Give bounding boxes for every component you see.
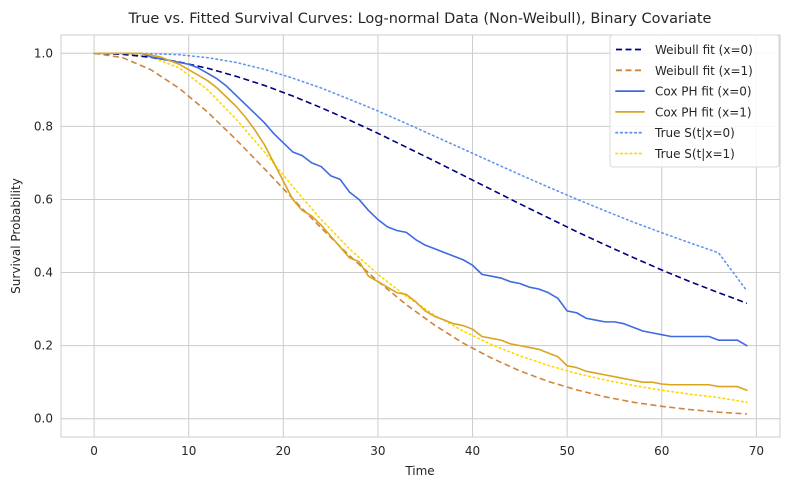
legend-label: True S(t|x=0) — [654, 126, 735, 140]
series-line-cox-ph-fit-x-0 — [93, 52, 748, 347]
x-tick-labels: 0 10 20 30 40 50 60 70 — [90, 444, 764, 458]
series-line-weibull-fit-x-0 — [94, 52, 748, 304]
legend-box — [609, 34, 780, 168]
x-tick-label: 40 — [465, 444, 480, 458]
series-layer — [93, 52, 748, 415]
y-axis-label: Survival Probability — [9, 178, 23, 294]
y-tick-label: 1.0 — [34, 46, 53, 60]
x-axis-label: Time — [404, 464, 434, 478]
y-tick-label: 0.0 — [34, 412, 53, 426]
x-tick-label: 0 — [90, 444, 98, 458]
y-tick-labels: 0.0 0.2 0.4 0.6 0.8 1.0 — [34, 46, 53, 425]
legend: Weibull fit (x=0) Weibull fit (x=1) Cox PH… — [609, 34, 780, 168]
x-tick-label: 60 — [654, 444, 669, 458]
legend-label: Weibull fit (x=1) — [655, 64, 753, 78]
x-tick-label: 70 — [749, 444, 764, 458]
y-tick-label: 0.2 — [34, 339, 53, 353]
legend-label: True S(t|x=1) — [654, 147, 735, 161]
series-line-true-s-t-x-0 — [93, 52, 748, 292]
x-tick-label: 50 — [559, 444, 574, 458]
legend-label: Cox PH fit (x=0) — [655, 85, 752, 99]
x-tick-label: 30 — [370, 444, 385, 458]
series-line-cox-ph-fit-x-1 — [93, 52, 748, 392]
x-tick-label: 20 — [276, 444, 291, 458]
plot-frame — [60, 34, 781, 438]
legend-label: Weibull fit (x=0) — [655, 43, 753, 57]
y-tick-label: 0.4 — [34, 266, 53, 280]
y-tick-label: 0.8 — [34, 119, 53, 133]
chart-title: True vs. Fitted Survival Curves: Log-nor… — [128, 11, 712, 27]
x-tick-label: 10 — [181, 444, 196, 458]
y-tick-label: 0.6 — [34, 192, 53, 206]
series-line-weibull-fit-x-1 — [93, 52, 747, 415]
legend-label: Cox PH fit (x=1) — [655, 105, 752, 119]
